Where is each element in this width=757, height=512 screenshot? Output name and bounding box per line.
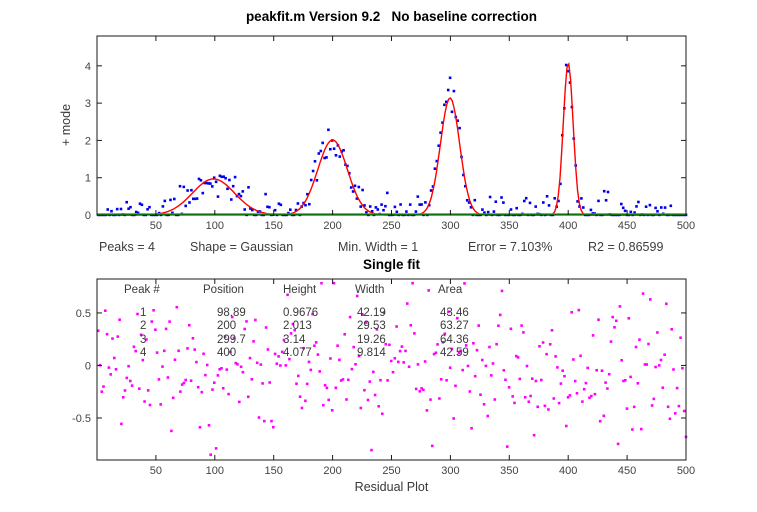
gaussian-fit-curve — [97, 61, 686, 216]
x-tick-label: 150 — [265, 465, 283, 477]
x-tick-label: 50 — [150, 465, 162, 477]
peak-table-cell: 98.89 — [217, 306, 246, 319]
peak-table-cell: 0.9676 — [283, 306, 319, 319]
peak-table-header-cell: Width — [355, 284, 385, 296]
peak-table-header-cell: Height — [283, 284, 317, 296]
x-tick-label: 200 — [323, 465, 341, 477]
residual-points — [96, 281, 688, 456]
x-tick-label: 100 — [206, 465, 224, 477]
peak-table-cell: 3 — [140, 333, 147, 346]
peak-table: Peak # Position Height Width Area 1 98.89 0.967… — [124, 284, 544, 361]
bottom-chart-xlabel: Residual Plot — [354, 480, 429, 494]
peak-table-row: 4 400 4.077 9.814 42.59 — [124, 347, 544, 361]
peak-table-header-cell: Position — [203, 284, 244, 296]
y-tick-label: 2 — [85, 135, 91, 147]
peak-table-row: 2 200 2.013 29.53 63.27 — [124, 320, 544, 334]
peak-table-cell: 200 — [217, 320, 237, 332]
x-tick-label: 400 — [559, 220, 577, 232]
x-tick-label: 50 — [150, 220, 162, 232]
top-chart-ylabel: + mode — [59, 103, 73, 147]
x-tick-label: 450 — [618, 465, 636, 477]
y-tick-label: 3 — [85, 98, 91, 110]
stat-peaks: Peaks = 4 — [99, 240, 155, 254]
x-tick-label: 500 — [677, 465, 695, 477]
peak-table-header: Peak # Position Height Width Area — [124, 284, 544, 298]
peak-table-cell: 4.077 — [283, 347, 312, 359]
peak-table-cell: 9.814 — [357, 347, 386, 359]
x-tick-label: 150 — [265, 220, 283, 232]
x-tick-label: 350 — [500, 220, 518, 232]
raw-data-points — [96, 63, 688, 217]
peak-table-cell: 2 — [140, 320, 147, 332]
peak-table-cell: 43.46 — [440, 306, 469, 319]
top-chart-title: peakfit.m Version 9.2 No baseline correc… — [245, 9, 538, 24]
x-tick-label: 250 — [382, 465, 400, 477]
bottom-axes: 50 100 150 200 250 300 350 400 450 500 -0.5 0 0.5 — [72, 278, 695, 477]
peak-table-header-cell: Peak # — [124, 284, 160, 296]
bottom-chart-title: Single fit — [363, 257, 420, 272]
y-tick-label: 0.5 — [76, 308, 91, 320]
peak-table-row: 3 299.7 3.14 19.26 64.36 — [124, 334, 544, 348]
x-tick-label: 100 — [206, 220, 224, 232]
peak-table-cell: 42.19 — [357, 306, 386, 319]
peak-table-cell: 299.7 — [217, 333, 246, 346]
x-tick-label: 350 — [500, 465, 518, 477]
x-tick-label: 500 — [677, 220, 695, 232]
peak-table-cell: 3.14 — [283, 333, 306, 346]
stat-shape: Shape = Gaussian — [190, 240, 294, 254]
x-tick-label: 300 — [441, 220, 459, 232]
peak-table-cell: 42.59 — [440, 347, 469, 359]
y-tick-label: 1 — [85, 173, 91, 185]
x-tick-label: 250 — [382, 220, 400, 232]
stat-min-width: Min. Width = 1 — [338, 240, 419, 254]
x-tick-label: 200 — [323, 220, 341, 232]
stat-error: Error = 7.103% — [468, 240, 553, 254]
peak-table-cell: 2.013 — [283, 320, 312, 332]
axes-frame — [96, 35, 687, 216]
peak-table-row: 1 98.89 0.9676 42.19 43.46 — [124, 307, 544, 321]
peak-table-header-cell: Area — [438, 284, 463, 296]
peak-table-cell: 4 — [140, 347, 147, 359]
y-tick-label: 0 — [85, 210, 91, 222]
peak-table-cell: 63.27 — [440, 320, 469, 332]
y-tick-label: 4 — [85, 61, 91, 73]
stat-r2: R2 = 0.86599 — [588, 240, 664, 254]
y-tick-label: 0 — [85, 360, 91, 372]
peak-table-cell: 1 — [140, 306, 147, 319]
y-tick-label: -0.5 — [72, 413, 91, 425]
fit-stats-line: Peaks = 4 Shape = Gaussian Min. Width = … — [0, 240, 757, 256]
peak-table-cell: 29.53 — [357, 320, 386, 332]
x-tick-label: 300 — [441, 465, 459, 477]
peak-table-cell: 64.36 — [440, 333, 469, 346]
top-axes: 50 100 150 200 250 300 350 400 450 500 0 1 2 3 4 — [85, 35, 695, 232]
x-tick-label: 400 — [559, 465, 577, 477]
peak-table-cell: 19.26 — [357, 333, 386, 346]
x-tick-label: 450 — [618, 220, 636, 232]
peak-table-cell: 400 — [217, 347, 237, 359]
